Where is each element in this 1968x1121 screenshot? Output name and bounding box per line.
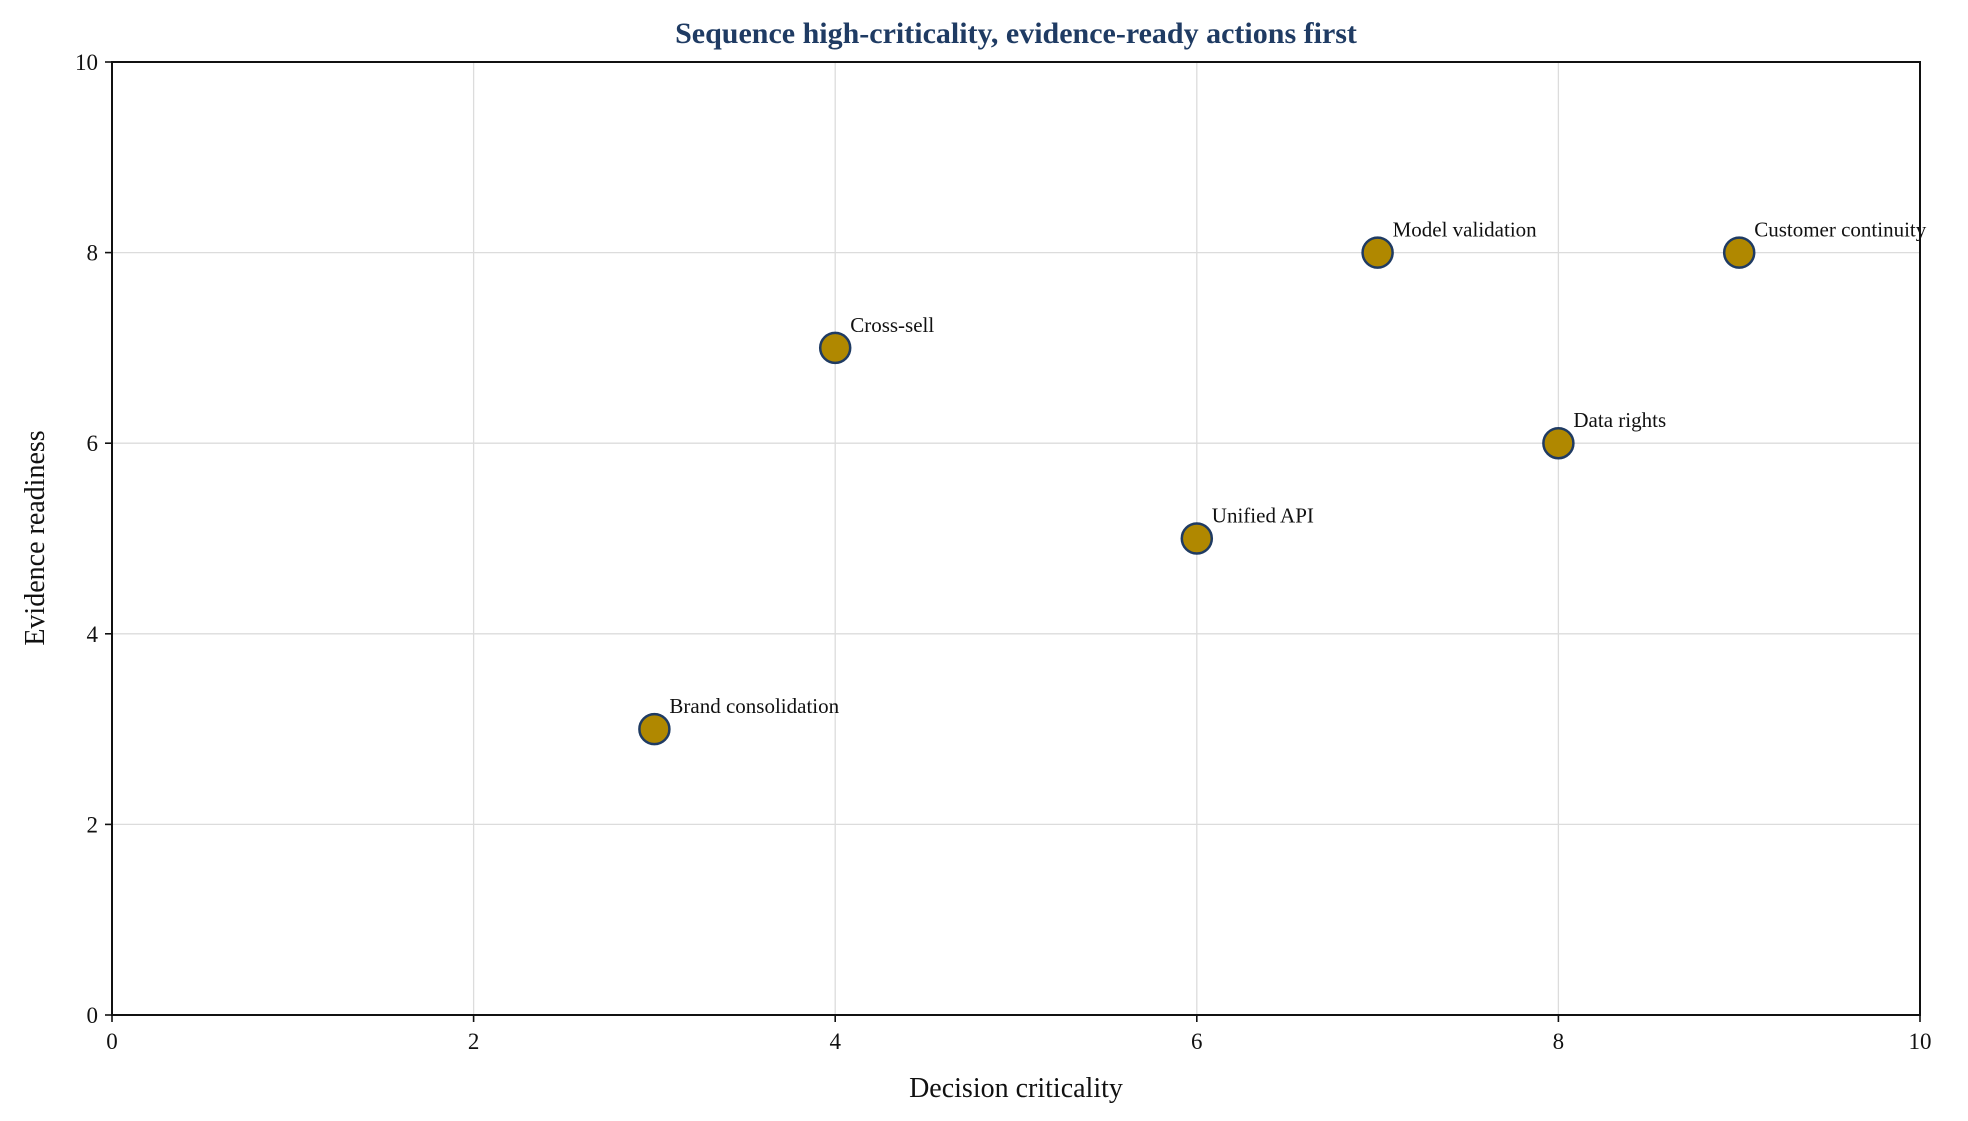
x-tick-label: 2 (468, 1029, 480, 1054)
data-point (1361, 236, 1394, 269)
x-tick-label: 10 (1909, 1029, 1932, 1054)
data-point-label: Model validation (1393, 218, 1538, 242)
chart-title: Sequence high-criticality, evidence-read… (675, 17, 1357, 50)
y-tick-label: 2 (87, 812, 99, 837)
grid-lines (112, 62, 1920, 1015)
x-axis-label: Decision criticality (909, 1073, 1123, 1104)
x-tick-label: 0 (106, 1029, 118, 1054)
x-tick-label: 4 (829, 1029, 841, 1054)
x-tick-label: 6 (1191, 1029, 1203, 1054)
plot-frame (111, 61, 1921, 1016)
x-tick-label: 8 (1553, 1029, 1565, 1054)
data-point (638, 712, 671, 746)
y-tick-label: 10 (75, 50, 98, 75)
data-point (1542, 426, 1575, 460)
data-point-label: Customer continuity (1754, 218, 1927, 242)
data-point (1180, 522, 1214, 555)
y-axis-label: Evidence readiness (20, 430, 51, 645)
y-tick-label: 4 (87, 622, 99, 647)
data-point (818, 331, 852, 365)
data-point (1722, 236, 1756, 269)
y-tick-label: 8 (87, 241, 99, 266)
data-point-label: Cross-sell (850, 313, 934, 337)
data-points: Brand consolidation Cross-sell Unified API… (638, 218, 1927, 746)
axis-ticks: 0 2 4 6 8 10 0 2 4 6 8 10 (75, 50, 1932, 1054)
y-tick-label: 0 (87, 1003, 99, 1028)
data-point-label: Data rights (1573, 408, 1666, 432)
data-point-label: Brand consolidation (669, 694, 839, 718)
data-point-label: Unified API (1212, 504, 1314, 528)
y-tick-label: 6 (87, 431, 99, 456)
